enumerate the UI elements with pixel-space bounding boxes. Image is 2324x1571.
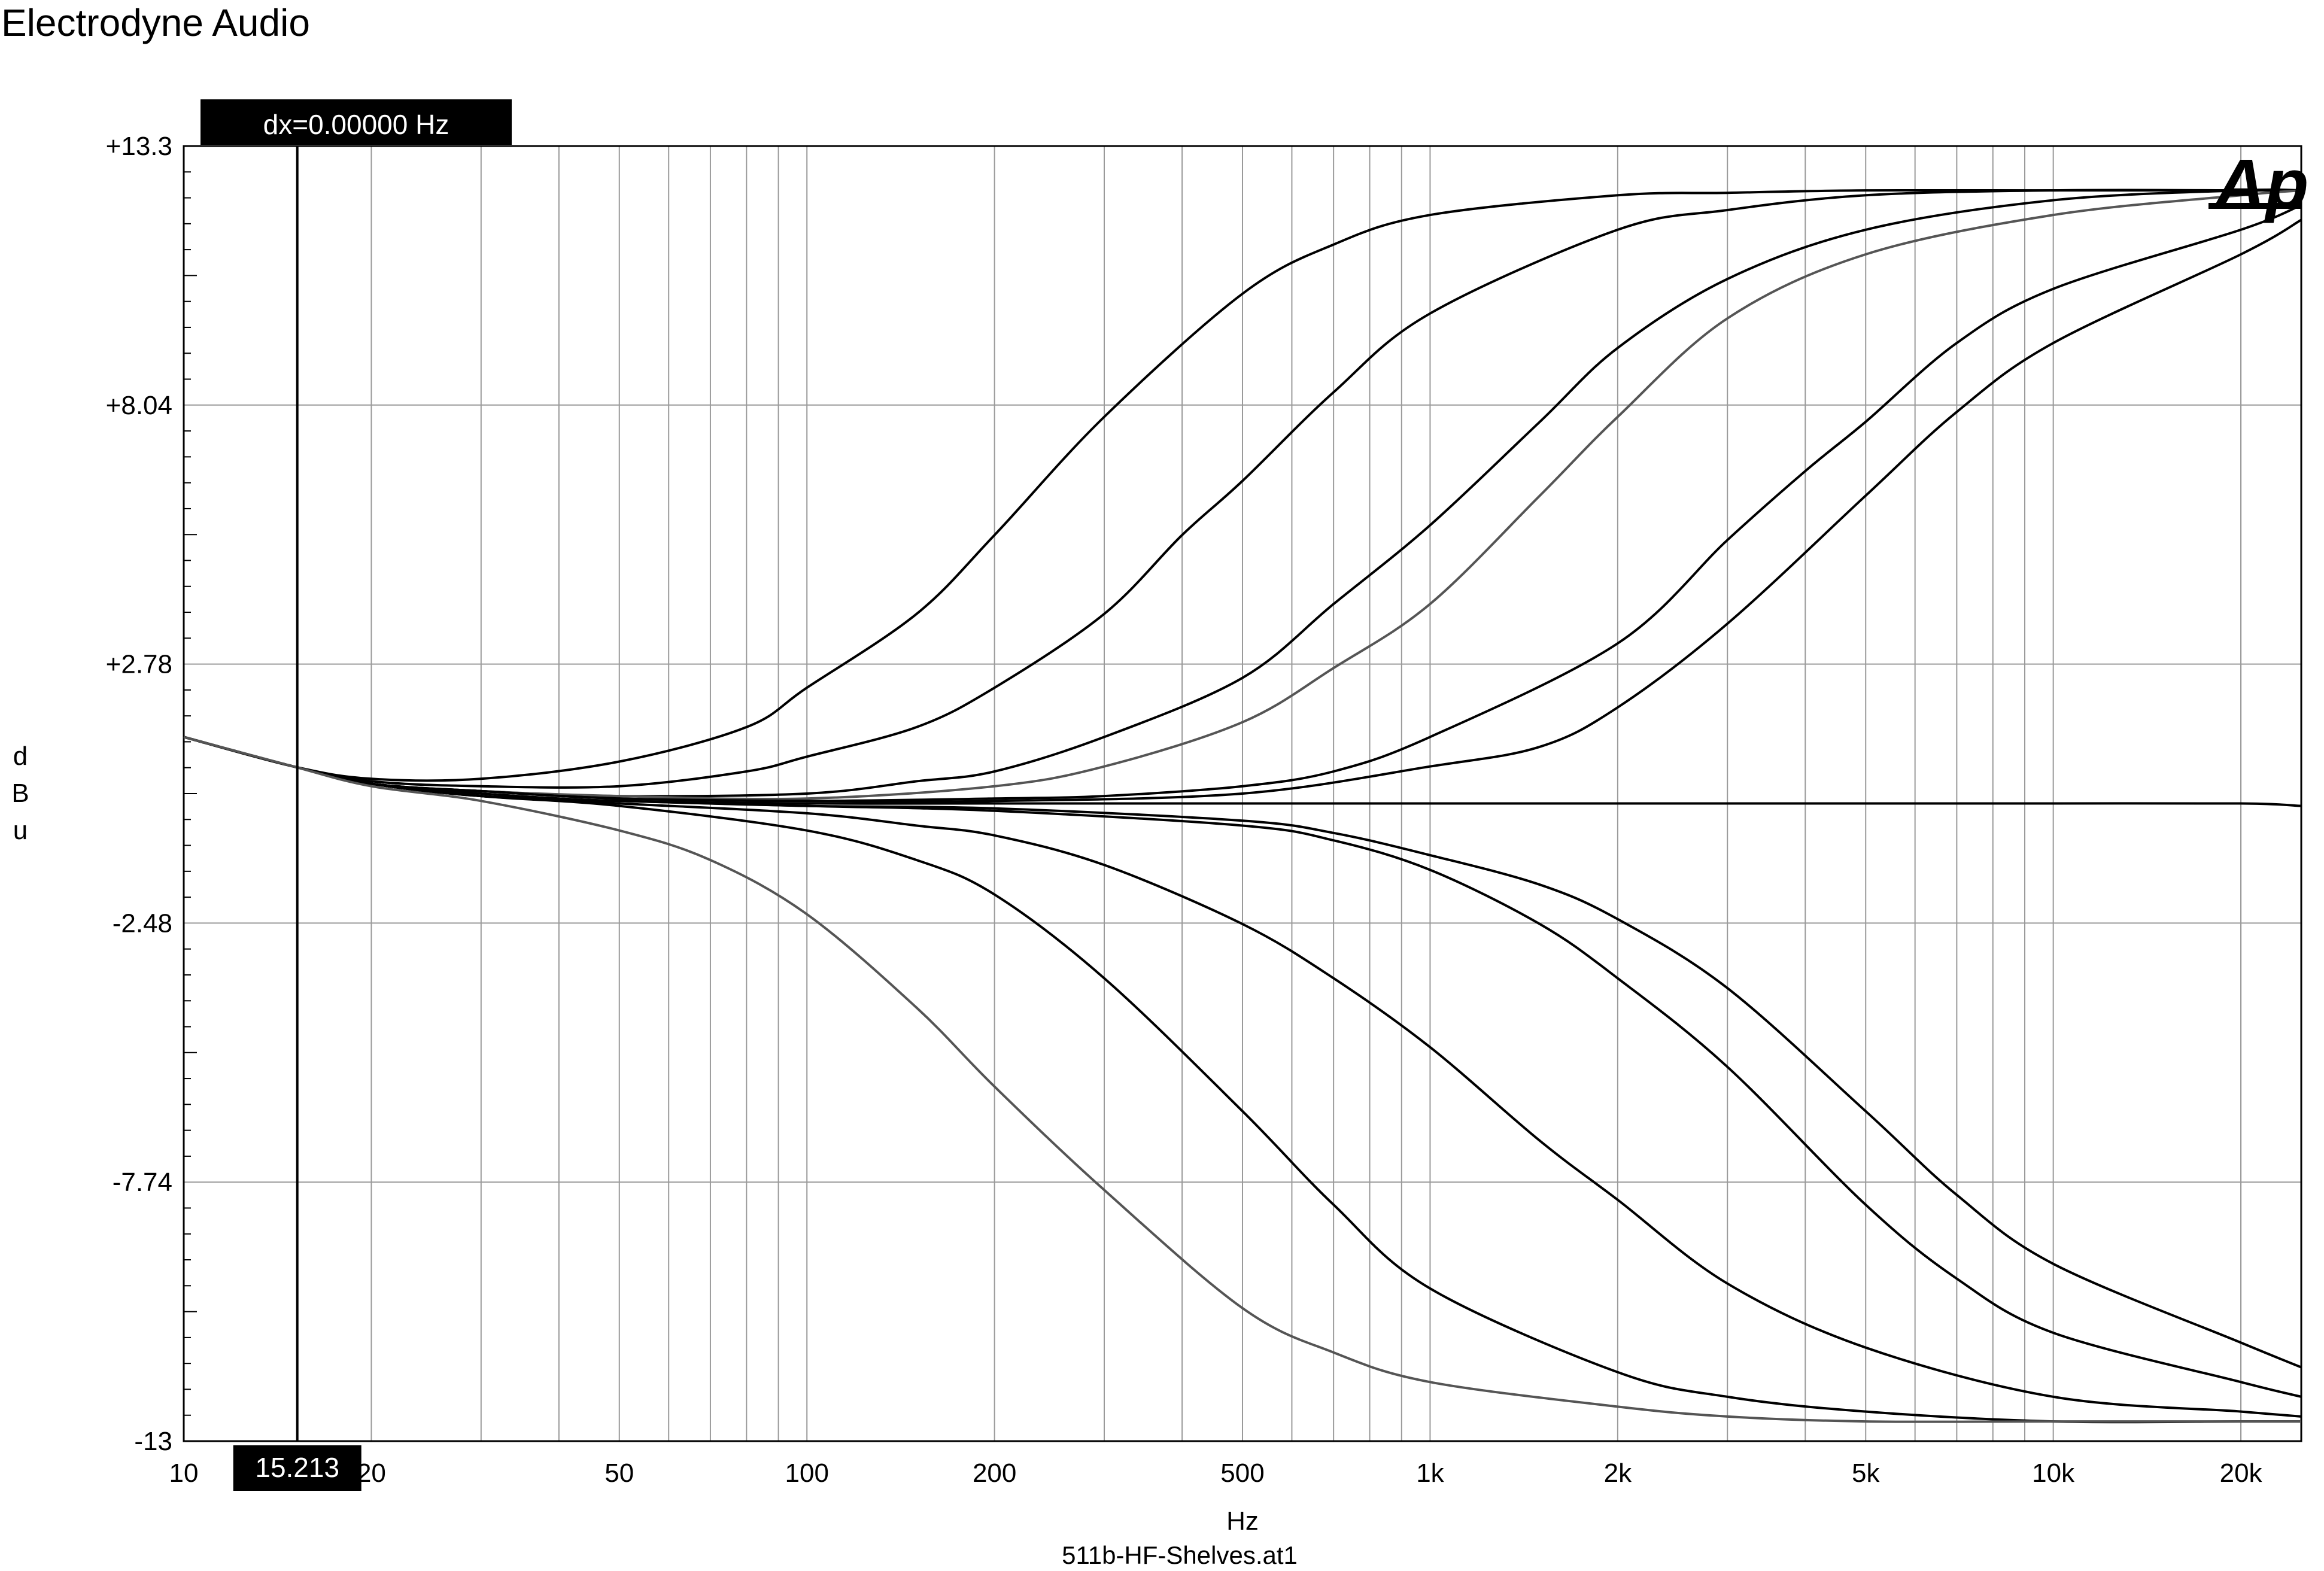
y-tick-label: -2.48 [113,908,172,938]
y-axis-label: d B u [11,742,29,845]
dx-readout-box [200,99,512,145]
x-tick-label: 20 [357,1458,386,1488]
y-tick-labels: +13.3 +8.04 +2.78 -2.48 -7.74 -13 [106,132,172,1456]
y-tick-label: +8.04 [106,391,172,420]
series-line-12 [183,736,2301,1423]
x-tick-label: 50 [604,1458,634,1488]
x-tick-label: 2k [1604,1458,1632,1488]
ap-logo-text: Ap [2213,145,2308,224]
series-line-11 [183,736,2301,1424]
x-tick-label: 20k [2220,1458,2263,1488]
y-tick-label: +13.3 [106,132,172,161]
y-tick-label: -7.74 [113,1168,172,1197]
x-tick-label: 1k [1416,1458,1444,1488]
x-readout-text: 15.213 [255,1452,339,1483]
y-axis-label-b: B [11,779,29,808]
y-tick-label: -13 [134,1427,172,1456]
series-line-6 [183,218,2302,803]
series-group [183,188,2302,1424]
y-axis-label-u: u [13,816,28,845]
plot-frame [183,145,2302,1442]
dx-readout: dx=0.00000 Hz [200,99,512,145]
x-tick-label: 500 [1220,1458,1264,1488]
x-tick-label: 200 [973,1458,1016,1488]
y-minor-ticks [184,171,197,1416]
series-line-2 [183,189,2301,789]
dx-readout-text: dx=0.00000 Hz [263,109,449,140]
series-line-7 [183,736,2302,807]
file-name: 511b-HF-Shelves.at1 [1062,1541,1298,1569]
y-axis-label-d: d [13,742,28,771]
x-tick-label: 100 [785,1458,829,1488]
x-tick-label: 5k [1852,1458,1880,1488]
x-tick-label: 10k [2032,1458,2075,1488]
series-line-1 [183,189,2301,782]
ap-logo: Ap [2208,145,2308,224]
x-readout-box [233,1445,361,1491]
page-title: Electrodyne Audio [1,1,310,44]
x-tick-labels: 10 20 50 100 200 500 1k 2k 5k 10k 20k [169,1458,2263,1488]
x-axis-label: Hz [1226,1506,1259,1536]
y-tick-label: +2.78 [106,650,172,679]
x-readout: 15.213 [233,1445,361,1491]
x-tick-label: 10 [169,1458,199,1488]
